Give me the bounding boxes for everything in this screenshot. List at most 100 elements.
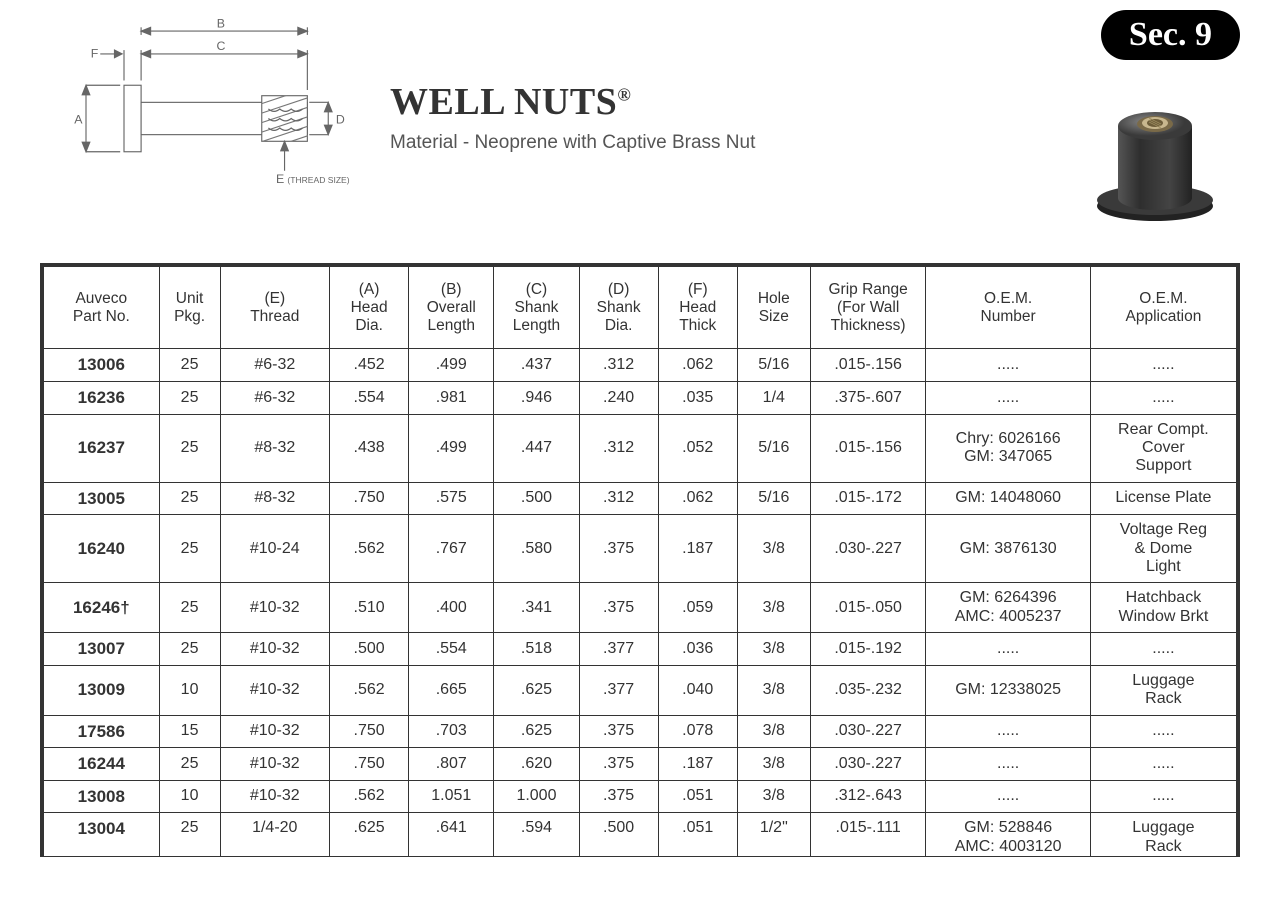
table-cell: #10-32	[220, 748, 330, 781]
table-cell: 15	[159, 715, 220, 748]
table-cell: 3/8	[737, 583, 810, 633]
table-cell: #10-32	[220, 715, 330, 748]
table-cell: .....	[1090, 780, 1236, 813]
table-cell: .767	[409, 515, 494, 583]
table-cell: .312	[579, 414, 658, 482]
table-cell: .375	[579, 780, 658, 813]
table-cell: #8-32	[220, 414, 330, 482]
table-cell: 17586	[44, 715, 160, 748]
table-cell: 25	[159, 748, 220, 781]
table-cell: .062	[658, 482, 737, 515]
table-cell: Luggage Rack	[1090, 813, 1236, 857]
table-cell: 25	[159, 482, 220, 515]
col-head-thick: (F) Head Thick	[658, 267, 737, 349]
table-cell: 1/4-20	[220, 813, 330, 857]
table-cell: 10	[159, 665, 220, 715]
table-cell: .562	[330, 665, 409, 715]
col-overall-len: (B) Overall Length	[409, 267, 494, 349]
table-cell: .807	[409, 748, 494, 781]
table-cell: .....	[926, 748, 1090, 781]
spec-table: Auveco Part No. Unit Pkg. (E) Thread (A)…	[43, 266, 1237, 857]
table-cell: .500	[330, 633, 409, 666]
table-cell: .625	[494, 715, 579, 748]
table-cell: .750	[330, 482, 409, 515]
table-row: 1300810#10-32.5621.0511.000.375.0513/8.3…	[44, 780, 1237, 813]
table-cell: GM: 6264396 AMC: 4005237	[926, 583, 1090, 633]
table-cell: .377	[579, 633, 658, 666]
table-cell: .620	[494, 748, 579, 781]
table-cell: .....	[926, 780, 1090, 813]
table-cell: 1.051	[409, 780, 494, 813]
table-cell: 25	[159, 633, 220, 666]
table-cell: 13008	[44, 780, 160, 813]
table-cell: .....	[926, 349, 1090, 382]
diagram-label-b: B	[217, 16, 225, 30]
table-cell: .510	[330, 583, 409, 633]
col-grip-range: Grip Range (For Wall Thickness)	[810, 267, 926, 349]
table-cell: #10-32	[220, 633, 330, 666]
table-cell: #8-32	[220, 482, 330, 515]
diagram-thread-note: (THREAD SIZE)	[287, 175, 349, 185]
table-cell: .....	[1090, 633, 1236, 666]
table-cell: GM: 14048060	[926, 482, 1090, 515]
table-row: 16246†25#10-32.510.400.341.375.0593/8.01…	[44, 583, 1237, 633]
table-cell: .015-.172	[810, 482, 926, 515]
table-cell: .015-.111	[810, 813, 926, 857]
table-cell: .554	[330, 381, 409, 414]
table-cell: .051	[658, 780, 737, 813]
table-row: 1624425#10-32.750.807.620.375.1873/8.030…	[44, 748, 1237, 781]
table-cell: 3/8	[737, 748, 810, 781]
table-cell: .452	[330, 349, 409, 382]
table-cell: .059	[658, 583, 737, 633]
table-cell: #10-32	[220, 665, 330, 715]
table-cell: Chry: 6026166 GM: 347065	[926, 414, 1090, 482]
table-cell: .625	[494, 665, 579, 715]
table-cell: 10	[159, 780, 220, 813]
table-cell: Hatchback Window Brkt	[1090, 583, 1236, 633]
table-cell: .078	[658, 715, 737, 748]
table-cell: 16240	[44, 515, 160, 583]
spec-table-wrap: Auveco Part No. Unit Pkg. (E) Thread (A)…	[40, 263, 1240, 857]
diagram-label-c: C	[216, 39, 225, 53]
table-cell: 3/8	[737, 780, 810, 813]
table-cell: 3/8	[737, 665, 810, 715]
table-cell: 5/16	[737, 482, 810, 515]
table-cell: 3/8	[737, 715, 810, 748]
table-cell: .....	[926, 381, 1090, 414]
table-cell: .500	[494, 482, 579, 515]
table-cell: .562	[330, 515, 409, 583]
table-cell: .703	[409, 715, 494, 748]
table-cell: 25	[159, 583, 220, 633]
table-cell: .035	[658, 381, 737, 414]
table-cell: Luggage Rack	[1090, 665, 1236, 715]
table-cell: .....	[1090, 715, 1236, 748]
table-cell: .641	[409, 813, 494, 857]
table-cell: .400	[409, 583, 494, 633]
table-cell: .062	[658, 349, 737, 382]
col-shank-dia: (D) Shank Dia.	[579, 267, 658, 349]
table-row: 1300625#6-32.452.499.437.312.0625/16.015…	[44, 349, 1237, 382]
table-cell: #6-32	[220, 349, 330, 382]
table-row: 1758615#10-32.750.703.625.375.0783/8.030…	[44, 715, 1237, 748]
page-title: WELL NUTS	[390, 81, 617, 123]
table-cell: .375	[579, 583, 658, 633]
table-cell: 3/8	[737, 633, 810, 666]
table-cell: .040	[658, 665, 737, 715]
table-cell: .015-.050	[810, 583, 926, 633]
table-cell: .625	[330, 813, 409, 857]
table-cell: .....	[926, 715, 1090, 748]
table-cell: 13007	[44, 633, 160, 666]
table-cell: License Plate	[1090, 482, 1236, 515]
table-cell: .051	[658, 813, 737, 857]
table-cell: 1/2"	[737, 813, 810, 857]
col-unit-pkg: Unit Pkg.	[159, 267, 220, 349]
diagram-label-e: E	[276, 172, 284, 186]
table-cell: .665	[409, 665, 494, 715]
table-cell: .375-.607	[810, 381, 926, 414]
table-cell: Rear Compt. Cover Support	[1090, 414, 1236, 482]
table-cell: 1.000	[494, 780, 579, 813]
table-cell: .377	[579, 665, 658, 715]
table-cell: .562	[330, 780, 409, 813]
table-cell: .447	[494, 414, 579, 482]
table-cell: .499	[409, 414, 494, 482]
